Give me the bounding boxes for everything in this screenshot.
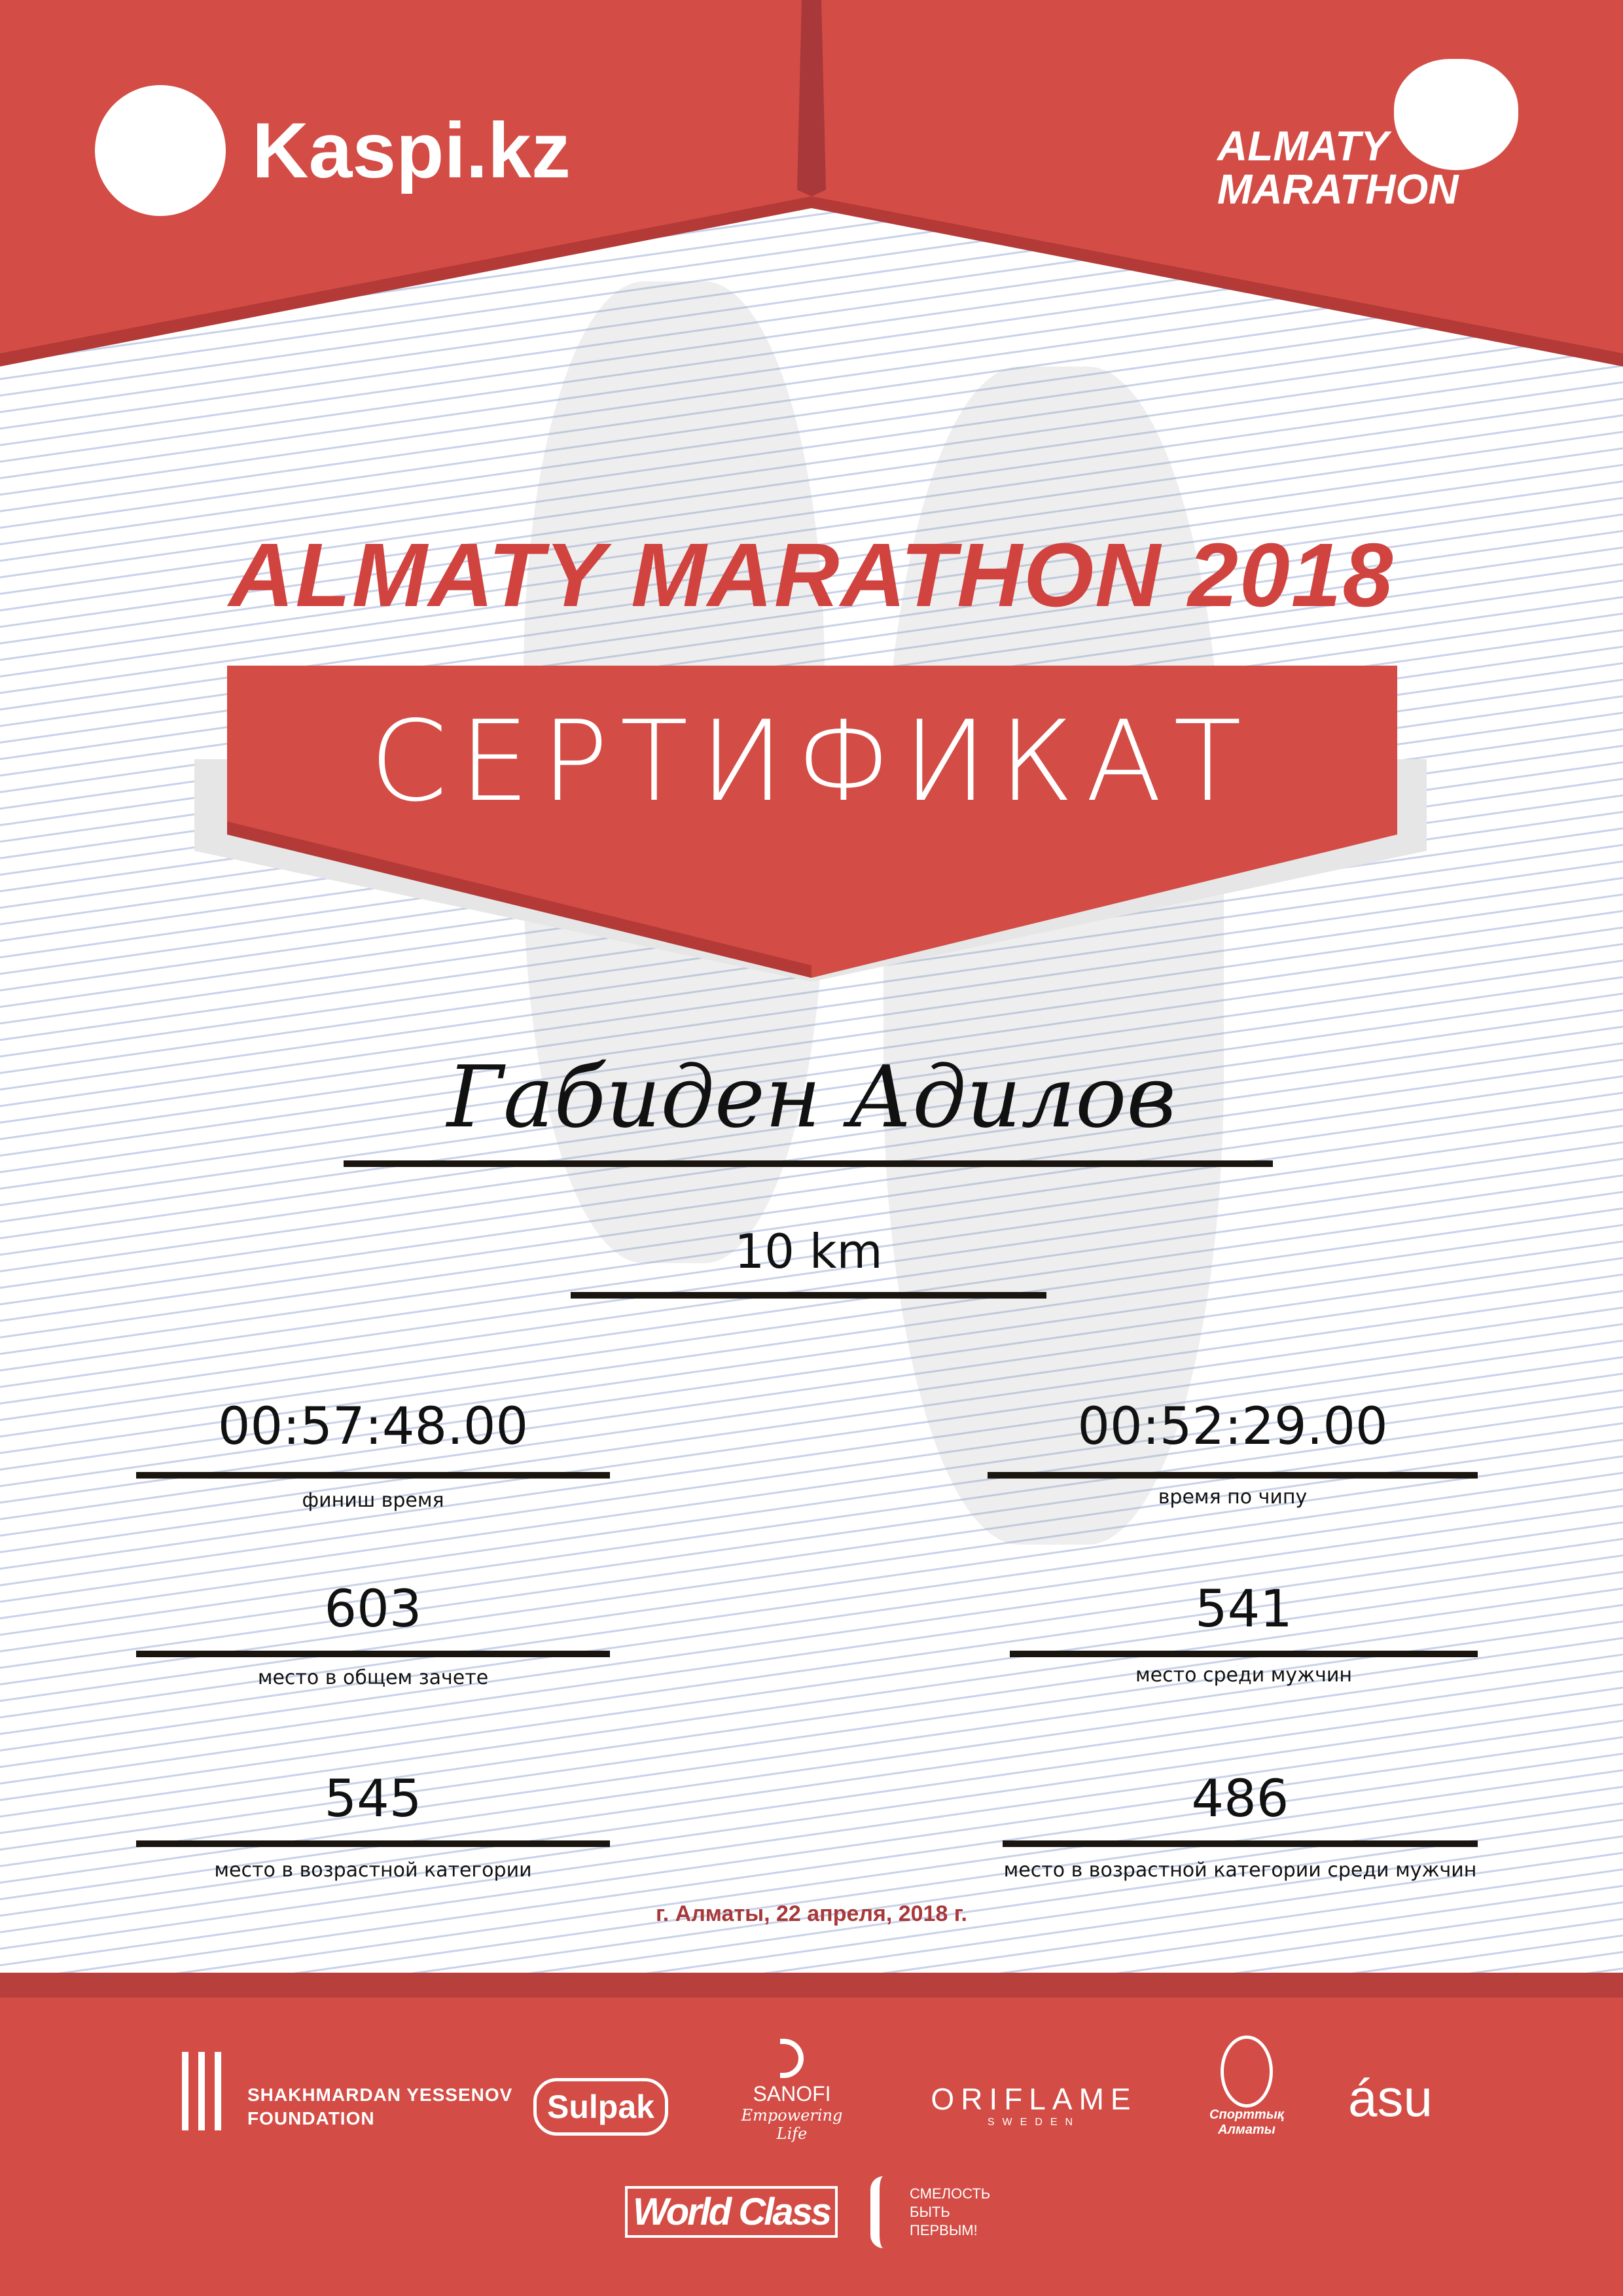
fund-figure-icon bbox=[870, 2176, 897, 2248]
chip-time-label: время по чипу bbox=[1158, 1486, 1308, 1509]
finish-time-label: финиш время bbox=[302, 1489, 444, 1512]
sulpak-logo: Sulpak bbox=[533, 2078, 668, 2136]
chip-time-value: 00:52:29.00 bbox=[1077, 1397, 1388, 1456]
male-place-label: место среди мужчин bbox=[1135, 1664, 1352, 1687]
male-place-value: 541 bbox=[1195, 1580, 1293, 1639]
runner-icon bbox=[1394, 59, 1518, 170]
underline bbox=[988, 1472, 1478, 1479]
underline bbox=[1010, 1651, 1478, 1657]
fund-line-2: БЫТЬ bbox=[910, 2204, 950, 2220]
runner-photo-woman bbox=[883, 367, 1224, 1545]
finish-time-value: 00:57:48.00 bbox=[217, 1397, 529, 1456]
sanofi-text: SANOFI bbox=[753, 2082, 831, 2106]
age-place-label: место в возрастной категории bbox=[214, 1859, 532, 1882]
sanofi-bird-icon bbox=[780, 2039, 804, 2078]
kaspi-logo-text: Kaspi.kz bbox=[252, 107, 571, 194]
asu-logo: ásu bbox=[1348, 2069, 1433, 2127]
age-place-value: 545 bbox=[324, 1770, 422, 1829]
overall-place-value: 603 bbox=[324, 1580, 422, 1639]
oriflame-sub: SWEDEN bbox=[987, 2117, 1081, 2128]
date-location: г. Алматы, 22 апреля, 2018 г. bbox=[656, 1901, 967, 1926]
event-title: ALMATY MARATHON 2018 bbox=[228, 525, 1395, 626]
worldclass-logo: World Class bbox=[625, 2186, 838, 2238]
kaspi-logo: Kaspi.kz bbox=[95, 85, 571, 216]
age-male-place-value: 486 bbox=[1191, 1770, 1289, 1829]
distance-underline bbox=[571, 1292, 1046, 1299]
almaty-marathon-logo: ALMATY MARATHON bbox=[1217, 59, 1518, 216]
logo-line-1: ALMATY bbox=[1217, 122, 1389, 170]
kaspi-figure-icon bbox=[95, 85, 226, 216]
sport-almaty-line-1: Спорттық bbox=[1209, 2108, 1284, 2122]
certificate-heading: СЕРТИФИКАТ bbox=[369, 697, 1254, 827]
sponsor-footer bbox=[0, 1973, 1623, 2296]
oriflame-logo: ORIFLAME SWEDEN bbox=[923, 2081, 1145, 2128]
age-male-place-label: место в возрастной категории среди мужчи… bbox=[1003, 1859, 1477, 1882]
sport-almaty-line-2: Алматы bbox=[1218, 2123, 1275, 2137]
sport-almaty-emblem-icon bbox=[1221, 2036, 1273, 2108]
yessenov-bars-icon bbox=[182, 2052, 221, 2130]
sanofi-tagline: Empowering Life bbox=[741, 2106, 843, 2143]
fund-line-3: ПЕРВЫМ! bbox=[910, 2222, 978, 2238]
fund-line-1: СМЕЛОСТЬ bbox=[910, 2185, 991, 2202]
yessenov-line-2: FOUNDATION bbox=[247, 2108, 375, 2128]
underline bbox=[136, 1840, 610, 1847]
logo-line-2: MARATHON bbox=[1217, 166, 1459, 213]
sport-almaty-logo: Спорттық Алматы bbox=[1198, 2036, 1296, 2138]
participant-name: Габиден Адилов bbox=[446, 1047, 1177, 1147]
name-underline bbox=[344, 1160, 1273, 1167]
yessenov-logo: SHAKHMARDAN YESSENOV FOUNDATION bbox=[182, 2052, 512, 2130]
distance: 10 km bbox=[734, 1224, 883, 1279]
underline bbox=[136, 1651, 610, 1657]
oriflame-text: ORIFLAME bbox=[931, 2082, 1137, 2116]
underline bbox=[136, 1472, 610, 1479]
yessenov-line-1: SHAKHMARDAN YESSENOV bbox=[247, 2085, 513, 2105]
sanofi-logo: SANOFI Empowering Life bbox=[726, 2039, 857, 2143]
underline bbox=[1003, 1840, 1478, 1847]
overall-place-label: место в общем зачете bbox=[257, 1666, 489, 1689]
fund-logo: СМЕЛОСТЬ БЫТЬ ПЕРВЫМ! bbox=[870, 2176, 990, 2248]
